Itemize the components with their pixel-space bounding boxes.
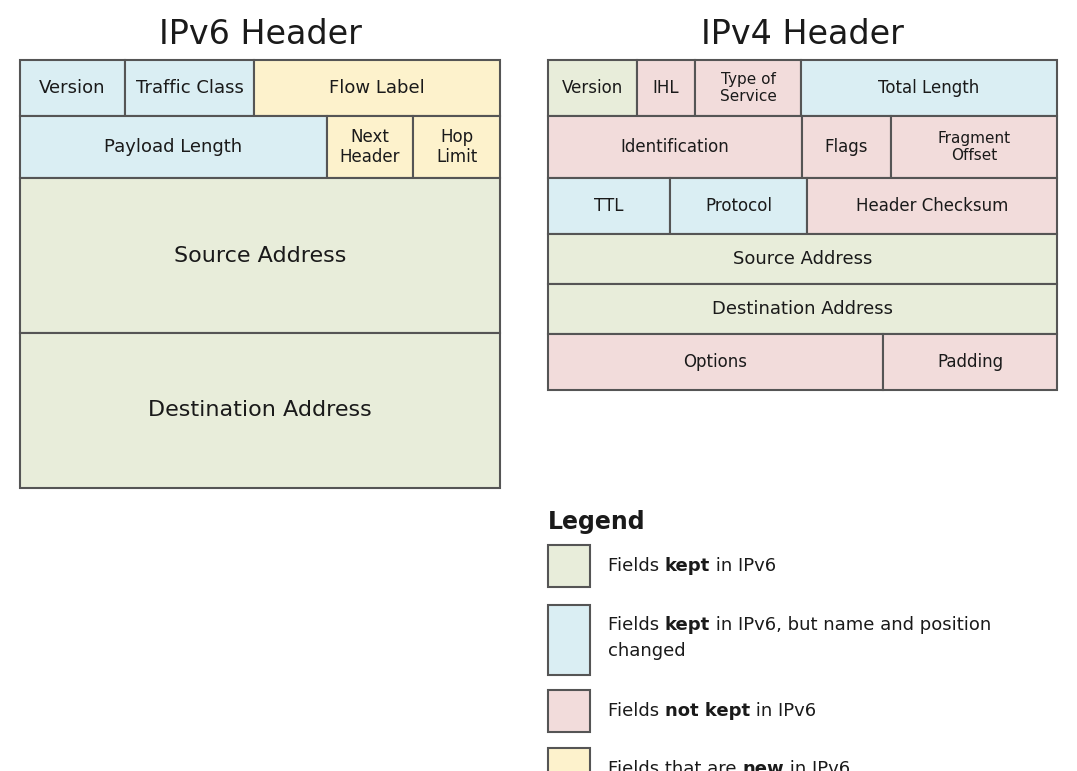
Text: Fields that are: Fields that are xyxy=(609,760,742,771)
Bar xyxy=(548,116,802,178)
Text: IPv6 Header: IPv6 Header xyxy=(158,19,362,52)
Text: Destination Address: Destination Address xyxy=(149,400,372,420)
Bar xyxy=(548,690,590,732)
Bar xyxy=(802,116,891,178)
Bar xyxy=(548,748,590,771)
Text: Hop
Limit: Hop Limit xyxy=(436,127,477,167)
Bar xyxy=(548,60,637,116)
Bar xyxy=(125,60,254,116)
Text: in IPv6: in IPv6 xyxy=(710,557,777,575)
Bar xyxy=(695,60,801,116)
Text: kept: kept xyxy=(665,557,710,575)
Text: Traffic Class: Traffic Class xyxy=(136,79,243,97)
Text: Identification: Identification xyxy=(620,138,729,156)
Text: in IPv6: in IPv6 xyxy=(750,702,816,720)
Bar xyxy=(327,116,412,178)
Bar xyxy=(20,60,125,116)
Text: Options: Options xyxy=(684,353,747,371)
Bar xyxy=(548,284,1057,334)
Text: changed: changed xyxy=(609,642,686,660)
Bar xyxy=(548,234,1057,284)
Text: Fragment
Offset: Fragment Offset xyxy=(937,131,1010,163)
Text: not kept: not kept xyxy=(665,702,750,720)
Text: IPv4 Header: IPv4 Header xyxy=(701,19,904,52)
Bar xyxy=(883,334,1057,390)
Text: in IPv6: in IPv6 xyxy=(784,760,850,771)
Bar xyxy=(254,60,500,116)
Text: Version: Version xyxy=(562,79,624,97)
Bar xyxy=(670,178,807,234)
Text: Source Address: Source Address xyxy=(732,250,872,268)
Text: Fields: Fields xyxy=(609,616,665,634)
Text: TTL: TTL xyxy=(595,197,624,215)
Text: Next
Header: Next Header xyxy=(339,127,401,167)
Text: Destination Address: Destination Address xyxy=(712,300,893,318)
Text: Type of
Service: Type of Service xyxy=(719,72,777,104)
Bar xyxy=(20,178,500,333)
Text: Protocol: Protocol xyxy=(705,197,772,215)
Text: Fields: Fields xyxy=(609,702,665,720)
Text: IHL: IHL xyxy=(653,79,680,97)
Text: kept: kept xyxy=(665,616,710,634)
Text: Flags: Flags xyxy=(825,138,868,156)
Bar xyxy=(891,116,1057,178)
Bar xyxy=(548,605,590,675)
Bar xyxy=(801,60,1057,116)
Text: Payload Length: Payload Length xyxy=(104,138,242,156)
Bar xyxy=(807,178,1057,234)
Text: Version: Version xyxy=(39,79,106,97)
Text: new: new xyxy=(742,760,784,771)
Text: Source Address: Source Address xyxy=(173,245,346,265)
Bar xyxy=(412,116,500,178)
Text: Fields: Fields xyxy=(609,557,665,575)
Text: Total Length: Total Length xyxy=(879,79,980,97)
Text: Header Checksum: Header Checksum xyxy=(856,197,1008,215)
Text: Padding: Padding xyxy=(937,353,1003,371)
Bar xyxy=(548,334,883,390)
Bar xyxy=(548,178,670,234)
Text: Legend: Legend xyxy=(548,510,645,534)
Bar xyxy=(20,116,327,178)
Bar xyxy=(637,60,695,116)
Text: in IPv6, but name and position: in IPv6, but name and position xyxy=(710,616,991,634)
Bar xyxy=(548,545,590,587)
Bar xyxy=(20,333,500,488)
Text: Flow Label: Flow Label xyxy=(330,79,424,97)
